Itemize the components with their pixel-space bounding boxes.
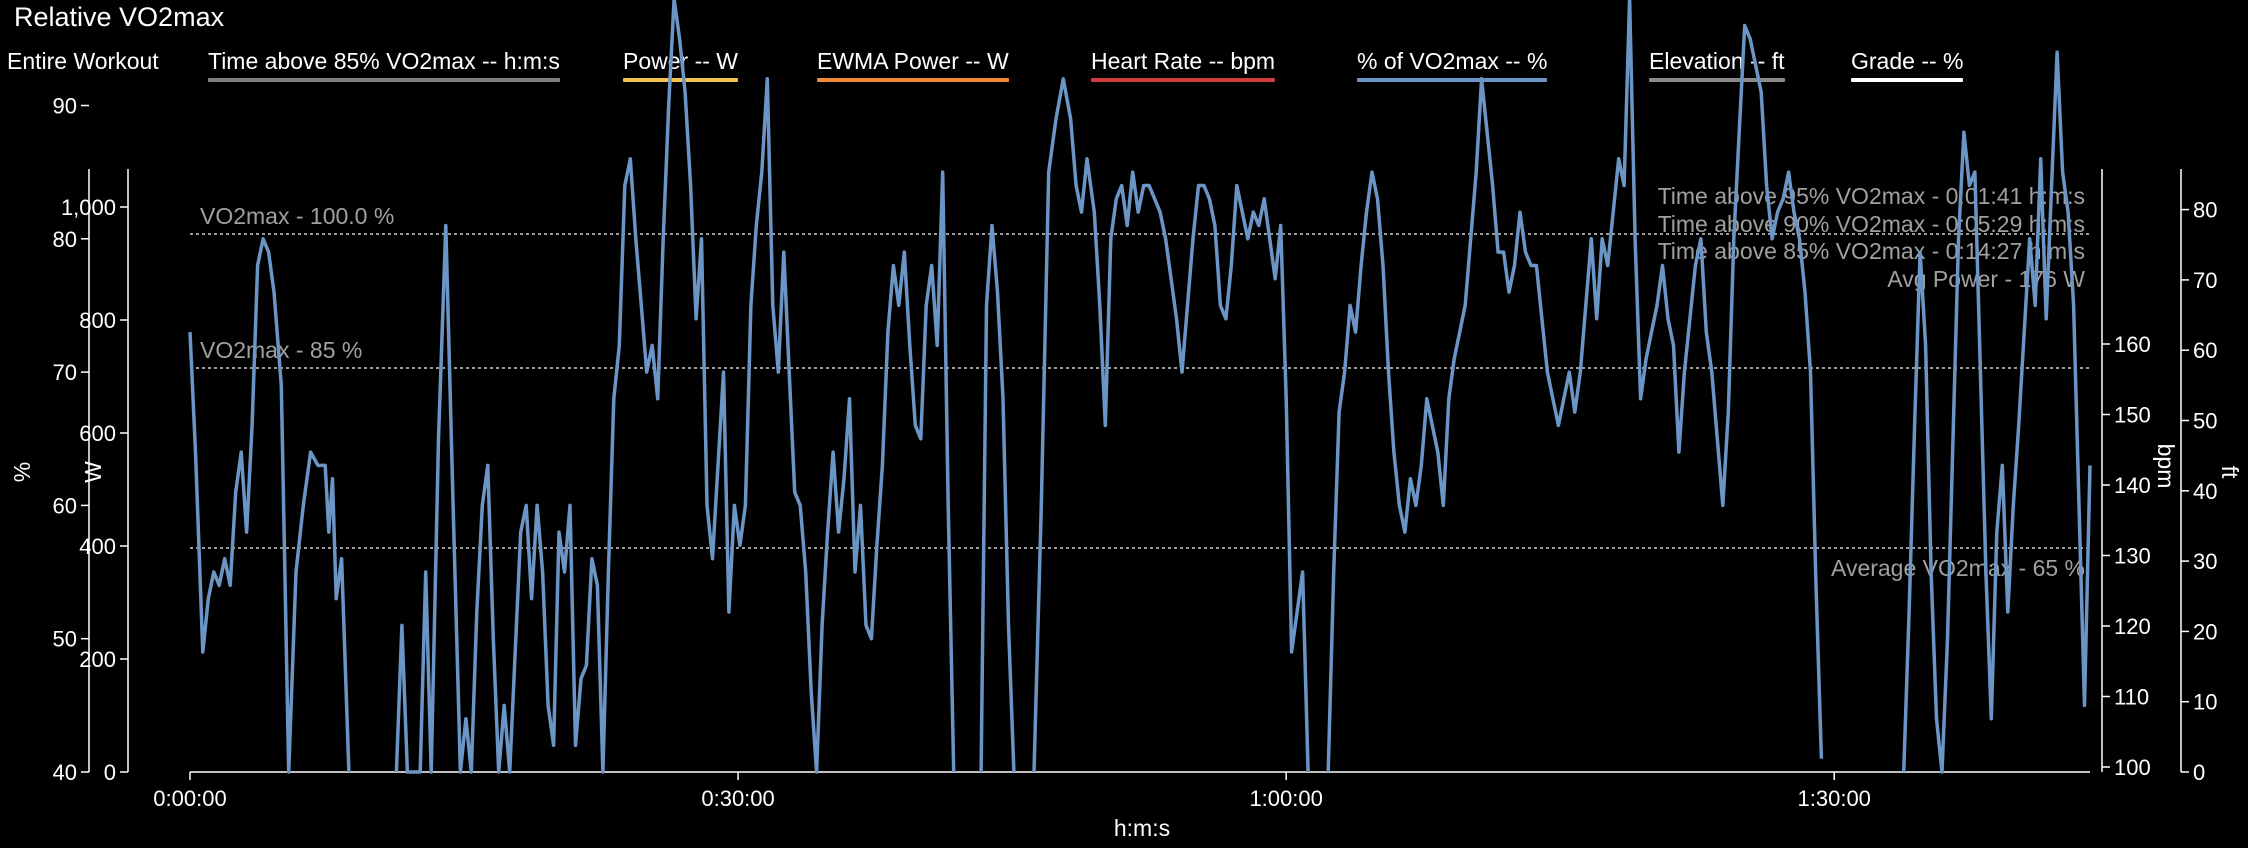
legend-swatch bbox=[1649, 78, 1785, 82]
pct-tick-label: 80 bbox=[53, 227, 77, 252]
x-tick-label: 1:00:00 bbox=[1249, 786, 1322, 811]
scope-selector[interactable]: Entire Workout bbox=[7, 48, 159, 74]
legend-label: Grade -- % bbox=[1851, 48, 1964, 74]
legend-swatch bbox=[1851, 78, 1964, 82]
ft-tick-label: 10 bbox=[2193, 690, 2217, 715]
bpm-tick-label: 100 bbox=[2114, 755, 2151, 780]
legend-swatch bbox=[623, 78, 738, 82]
bpm-tick-label: 110 bbox=[2114, 685, 2149, 710]
ft-tick-label: 0 bbox=[2193, 760, 2205, 785]
bpm-tick-label: 130 bbox=[2114, 544, 2151, 569]
legend-swatch bbox=[1091, 78, 1276, 82]
pct-tick-label: 70 bbox=[53, 360, 77, 385]
power-axis-ticks: 0 200 400 600 800 1,000 bbox=[61, 195, 128, 785]
stat-time-above-95: Time above 95% VO2max - 0:01:41 h:m:s bbox=[1658, 183, 2085, 209]
pct-tick-label: 90 bbox=[53, 94, 77, 119]
ft-tick-label: 20 bbox=[2193, 619, 2217, 644]
x-axis-ticks: 0:00:00 0:30:00 1:00:00 1:30:00 bbox=[153, 772, 1871, 811]
series-vo2max-pct bbox=[188, 0, 2092, 774]
vo2max-line-segment bbox=[979, 223, 1016, 773]
pct-tick-label: 60 bbox=[53, 493, 77, 518]
power-tick-label: 200 bbox=[79, 647, 116, 672]
ft-axis-ticks: 0 10 20 30 40 50 60 70 80 bbox=[2181, 198, 2217, 785]
legend-label: Time above 85% VO2max -- h:m:s bbox=[208, 48, 560, 74]
legend-grade[interactable]: Grade -- % bbox=[1851, 48, 1964, 82]
ft-tick-label: 50 bbox=[2193, 409, 2217, 434]
power-tick-label: 0 bbox=[104, 760, 116, 785]
legend-elevation[interactable]: Elevation -- ft bbox=[1649, 48, 1785, 82]
bpm-tick-label: 150 bbox=[2114, 403, 2151, 428]
x-tick-label: 1:30:00 bbox=[1798, 786, 1871, 811]
vo2max-line-segment bbox=[1901, 50, 2092, 774]
power-tick-label: 1,000 bbox=[61, 195, 116, 220]
legend-label: Elevation -- ft bbox=[1649, 48, 1785, 74]
bpm-axis-title: bpm bbox=[2153, 444, 2179, 489]
ft-tick-label: 40 bbox=[2193, 479, 2217, 504]
legend-label: % of VO2max -- % bbox=[1357, 48, 1548, 74]
legend-ewma-power[interactable]: EWMA Power -- W bbox=[817, 48, 1009, 82]
legend-time-above-85[interactable]: Time above 85% VO2max -- h:m:s bbox=[208, 48, 560, 82]
ref-label-avg: Average VO2max - 65 % bbox=[1831, 555, 2085, 581]
x-tick-label: 0:00:00 bbox=[153, 786, 226, 811]
vo2max-line-segment bbox=[1326, 0, 1824, 773]
stat-time-above-85: Time above 85% VO2max - 0:14:27 h:m:s bbox=[1658, 238, 2085, 264]
ft-axis-title: ft bbox=[2217, 466, 2243, 479]
bpm-tick-label: 140 bbox=[2114, 473, 2151, 498]
chart-title: Relative VO2max bbox=[14, 2, 225, 32]
ft-tick-label: 30 bbox=[2193, 549, 2217, 574]
power-tick-label: 400 bbox=[79, 534, 116, 559]
pct-axis-title: % bbox=[9, 462, 35, 482]
vo2max-line-segment bbox=[188, 237, 351, 774]
vo2max-line-segment bbox=[1032, 77, 1310, 773]
legend-swatch bbox=[1357, 78, 1548, 82]
power-axis-title: W bbox=[80, 461, 106, 483]
stat-avg-power: Avg Power - 176 W bbox=[1887, 266, 2085, 292]
x-tick-label: 0:30:00 bbox=[701, 786, 774, 811]
bpm-tick-label: 160 bbox=[2114, 332, 2151, 357]
ft-tick-label: 80 bbox=[2193, 198, 2217, 223]
bpm-axis-ticks: 100 110 120 130 140 150 160 bbox=[2102, 332, 2151, 780]
x-axis-title: h:m:s bbox=[1114, 815, 1170, 841]
legend-swatch bbox=[817, 78, 1009, 82]
ref-label-85: VO2max - 85 % bbox=[200, 337, 362, 363]
legend-label: EWMA Power -- W bbox=[817, 48, 1009, 74]
ft-tick-label: 70 bbox=[2193, 268, 2217, 293]
ref-label-100: VO2max - 100.0 % bbox=[200, 203, 394, 229]
power-tick-label: 800 bbox=[79, 308, 116, 333]
ft-tick-label: 60 bbox=[2193, 338, 2217, 363]
pct-axis-ticks: 405060708090100 bbox=[53, 94, 89, 785]
pct-tick-label: 40 bbox=[53, 760, 77, 785]
bpm-tick-label: 120 bbox=[2114, 614, 2151, 639]
stat-time-above-90: Time above 90% VO2max - 0:05:29 h:m:s bbox=[1658, 211, 2085, 237]
legend-swatch bbox=[208, 78, 560, 82]
legend-heart-rate[interactable]: Heart Rate -- bpm bbox=[1091, 48, 1276, 82]
power-tick-label: 600 bbox=[79, 421, 116, 446]
legend-label: Heart Rate -- bpm bbox=[1091, 48, 1276, 74]
legend-pct-vo2max[interactable]: % of VO2max -- % bbox=[1357, 48, 1548, 82]
pct-tick-label: 50 bbox=[53, 627, 77, 652]
vo2max-line-segment bbox=[394, 0, 956, 774]
